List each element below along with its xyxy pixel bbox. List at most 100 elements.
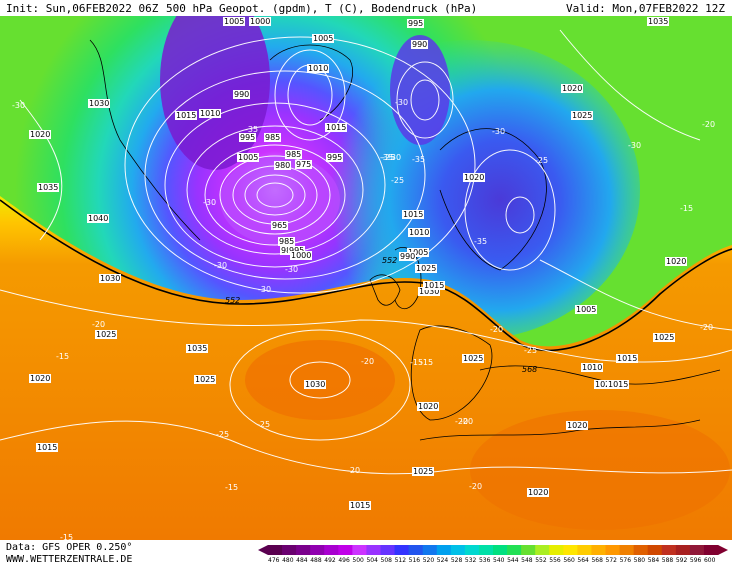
colorbar-tick-label: 512 xyxy=(394,557,407,564)
height-labels: 552 552 568 xyxy=(225,256,537,374)
pressure-label: 995 xyxy=(408,19,423,28)
pressure-label-bg xyxy=(566,421,588,430)
pressure-label: 1015 xyxy=(326,123,346,132)
temperature-label: -25 xyxy=(524,346,537,355)
temperature-label: -20 xyxy=(460,417,473,426)
temperature-label: -30 xyxy=(388,153,401,162)
norwegian-low-core xyxy=(390,35,450,145)
colorbar-swatch xyxy=(268,545,283,555)
pressure-label: 1020 xyxy=(464,173,484,182)
pressure-label: 990 xyxy=(400,252,415,261)
colorbar-swatch xyxy=(675,545,691,555)
pressure-label-bg xyxy=(99,274,121,283)
colorbar-swatch xyxy=(703,545,719,555)
pressure-label: 965 xyxy=(272,221,287,230)
pressure-label: 1025 xyxy=(463,354,483,363)
pressure-label-bg xyxy=(304,380,326,389)
isobar-line xyxy=(19,99,63,241)
ireland-coast xyxy=(369,274,401,306)
temperature-label: -30 xyxy=(203,198,216,207)
isobar-ring xyxy=(229,329,411,441)
temperature-label: -15 xyxy=(420,358,433,367)
colorbar-swatch xyxy=(577,545,592,555)
isobar-ring xyxy=(274,49,346,141)
colorbar-swatch xyxy=(408,545,424,555)
svalbard-coast xyxy=(269,44,353,121)
scandinavian-low-field xyxy=(300,40,640,340)
pressure-label-bg xyxy=(249,17,271,26)
colorbar-tick-label: 488 xyxy=(310,557,322,564)
pressure-label: 1005 xyxy=(576,305,596,314)
pressure-label: 1010 xyxy=(200,109,220,118)
pressure-label: 1035 xyxy=(38,183,58,192)
pressure-label-bg xyxy=(223,17,245,26)
colorbar-swatch xyxy=(450,545,466,555)
pressure-label-bg xyxy=(274,161,291,170)
colorbar-tick-label: 584 xyxy=(647,557,660,564)
colorbar xyxy=(258,545,728,555)
pressure-label-bg xyxy=(594,380,616,389)
colorbar-tick-label: 572 xyxy=(605,557,617,564)
temperature-label: -15 xyxy=(60,533,73,540)
pressure-label-bg xyxy=(616,354,638,363)
greenland-coast xyxy=(89,39,201,241)
pressure-label-bg xyxy=(408,228,430,237)
pressure-label: 975 xyxy=(296,160,311,169)
pressure-label-bg xyxy=(647,17,669,26)
colorbar-tick-label: 560 xyxy=(563,557,575,564)
pressure-label-bg xyxy=(399,252,416,261)
pressure-label: 1030 xyxy=(100,274,120,283)
pressure-label-bg xyxy=(37,183,59,192)
isobar-ring xyxy=(124,36,476,294)
pressure-label: 1020 xyxy=(666,257,686,266)
pressure-label-bg xyxy=(194,375,216,384)
pressure-label: 1000 xyxy=(291,251,311,260)
isobar-ring xyxy=(396,61,454,139)
colorbar-swatch xyxy=(633,545,649,555)
temperature-label: -35 xyxy=(412,155,425,164)
isobar-line xyxy=(539,259,732,331)
temperature-label: -20 xyxy=(455,417,468,426)
pressure-label-bg xyxy=(237,153,259,162)
temperature-label: -35 xyxy=(245,125,258,134)
pressure-label: 1005 xyxy=(313,34,333,43)
temperature-label: -20 xyxy=(361,357,374,366)
pressure-label-bg xyxy=(295,160,312,169)
isobar-ring xyxy=(410,79,440,121)
colorbar-tick-label: 484 xyxy=(296,557,308,564)
isobars xyxy=(0,29,732,475)
temperature-label: -35 xyxy=(474,237,487,246)
pressure-label: 1025 xyxy=(654,333,674,342)
colorbar-swatch xyxy=(296,545,311,555)
isobar-line xyxy=(559,29,701,141)
pressure-label-bg xyxy=(607,380,629,389)
pressure-label-bg xyxy=(423,281,445,290)
temperature-label: -20 xyxy=(700,323,713,332)
init-time: Init: Sun,06FEB2022 06Z xyxy=(6,2,159,15)
pressure-label-bg xyxy=(571,111,593,120)
isobar-ring xyxy=(219,155,331,235)
pressure-label: 980 xyxy=(275,161,290,170)
isobar-ring xyxy=(204,144,346,246)
height-label: 552 xyxy=(225,296,240,305)
colorbar-swatch xyxy=(324,545,339,555)
colorbar-tick-label: 596 xyxy=(689,557,702,564)
valid-time: Valid: Mon,07FEB2022 12Z xyxy=(566,2,725,15)
colorbar-swatch xyxy=(464,545,480,555)
pressure-label-bg xyxy=(407,19,424,28)
colorbar-ticks: 476 480 484 488 492 496 500 504 508 512 516 520 524 5… xyxy=(262,557,724,565)
temperature-labels: -30-35-30-30-35-30-25-30-35-35-30-30-30-… xyxy=(12,98,715,540)
pressure-label-bg xyxy=(415,264,437,273)
isobar-ring xyxy=(464,149,556,271)
colorbar-tick-label: 592 xyxy=(675,557,688,564)
pressure-label: 1030 xyxy=(89,99,109,108)
pressure-label: 1035 xyxy=(187,344,207,353)
pressure-labels: 1005 1000 995 990 1005 1010 1015 1020 1025 1035 10… xyxy=(29,17,687,510)
pressure-label: 1010 xyxy=(582,363,602,372)
pressure-label: 1015 xyxy=(403,210,423,219)
pressure-label: 1015 xyxy=(424,281,444,290)
iberia-coast xyxy=(410,325,493,421)
colorbar-tick-label: 476 xyxy=(268,557,280,564)
temperature-label: -30 xyxy=(628,141,641,150)
pressure-label-bg xyxy=(326,153,343,162)
